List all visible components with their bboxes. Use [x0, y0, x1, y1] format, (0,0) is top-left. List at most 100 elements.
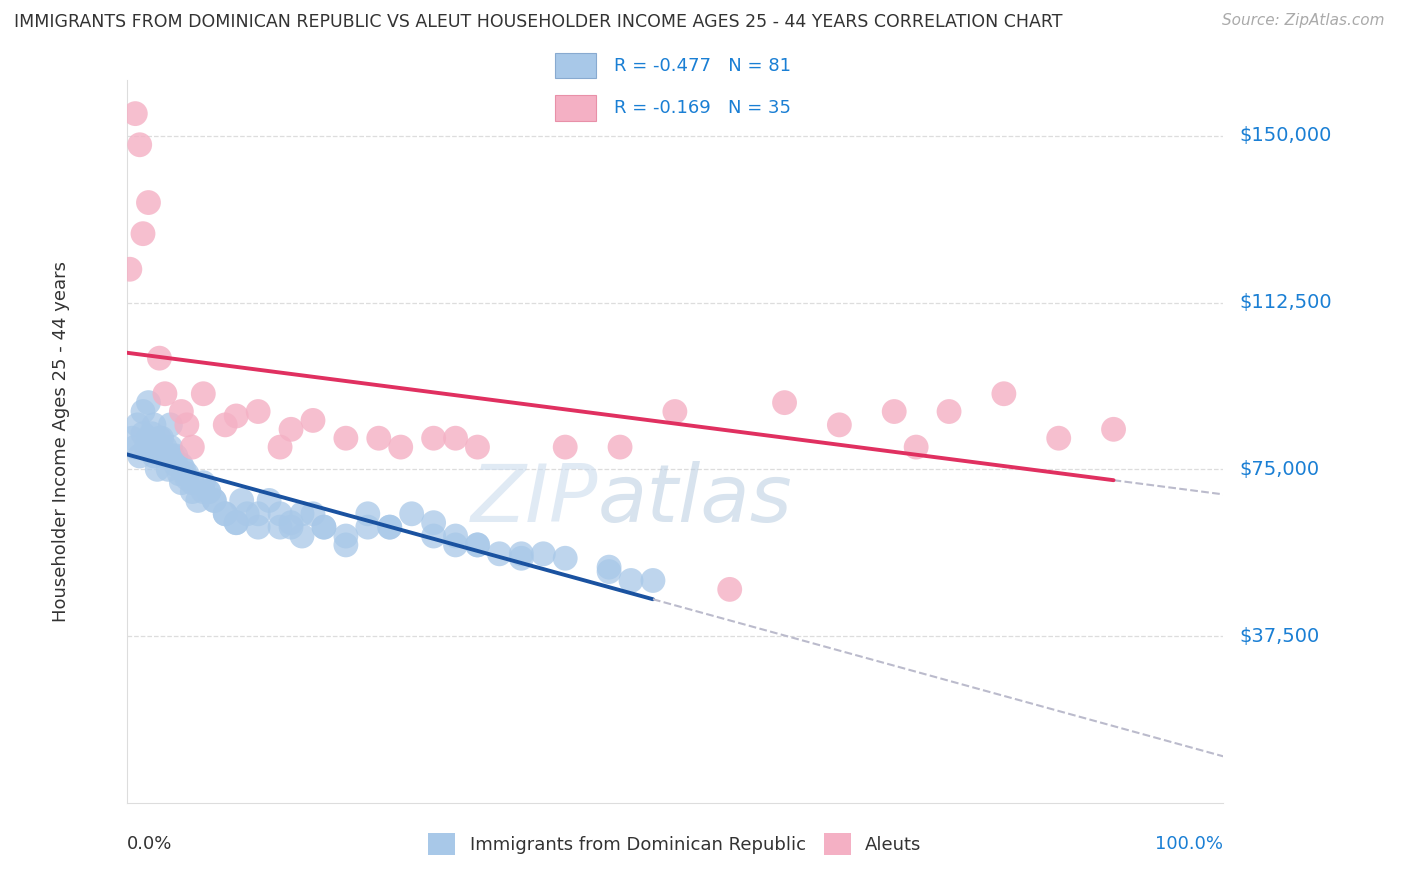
Point: [138, 431, 160, 445]
Point: [257, 493, 280, 508]
Point: [135, 440, 157, 454]
Point: [150, 431, 173, 445]
Point: [141, 426, 163, 441]
Point: [132, 426, 155, 441]
Point: [422, 516, 444, 530]
Point: [357, 507, 380, 521]
Point: [202, 493, 225, 508]
Point: [124, 106, 146, 120]
Point: [124, 440, 146, 454]
Point: [170, 404, 193, 418]
Point: [197, 484, 219, 499]
Point: [173, 462, 195, 476]
Point: [225, 516, 247, 530]
Point: [148, 431, 170, 445]
Point: [181, 440, 204, 454]
Point: [247, 507, 270, 521]
Point: [193, 484, 215, 499]
Text: 0.0%: 0.0%: [127, 835, 172, 854]
Point: [467, 538, 489, 552]
Point: [214, 507, 236, 521]
Point: [620, 574, 643, 588]
Point: [467, 538, 489, 552]
Point: [225, 516, 247, 530]
Point: [121, 431, 143, 445]
Point: [162, 449, 184, 463]
Point: [197, 484, 219, 499]
Point: [302, 413, 325, 427]
Point: [143, 449, 166, 463]
Point: [905, 440, 928, 454]
Text: atlas: atlas: [598, 461, 793, 540]
Point: [269, 520, 291, 534]
Point: [335, 529, 357, 543]
Point: [280, 422, 302, 436]
Point: [422, 529, 444, 543]
Point: [127, 417, 149, 432]
Point: [312, 520, 335, 534]
Point: [138, 195, 160, 210]
Point: [554, 551, 576, 566]
Point: [139, 440, 162, 454]
Point: [148, 440, 170, 454]
Point: [202, 493, 225, 508]
Point: [510, 551, 533, 566]
Point: [247, 404, 270, 418]
Point: [291, 529, 314, 543]
Point: [302, 507, 325, 521]
Point: [146, 462, 169, 476]
Point: [444, 538, 467, 552]
Point: [598, 565, 620, 579]
Point: [132, 227, 155, 241]
Point: [159, 440, 181, 454]
Point: [176, 471, 198, 485]
Point: [153, 386, 176, 401]
Point: [157, 449, 180, 463]
Text: $37,500: $37,500: [1240, 626, 1320, 646]
Point: [269, 440, 291, 454]
Point: [167, 467, 190, 481]
Point: [488, 547, 510, 561]
Point: [118, 262, 141, 277]
Point: [153, 449, 176, 463]
Point: [128, 137, 150, 152]
Text: $150,000: $150,000: [1240, 127, 1331, 145]
Point: [367, 431, 389, 445]
Point: [510, 547, 533, 561]
Point: [176, 467, 198, 481]
Text: IMMIGRANTS FROM DOMINICAN REPUBLIC VS ALEUT HOUSEHOLDER INCOME AGES 25 - 44 YEAR: IMMIGRANTS FROM DOMINICAN REPUBLIC VS AL…: [14, 13, 1063, 31]
Bar: [555, 54, 596, 78]
Point: [993, 386, 1015, 401]
Text: $112,500: $112,500: [1240, 293, 1333, 312]
Text: Source: ZipAtlas.com: Source: ZipAtlas.com: [1222, 13, 1385, 29]
Point: [422, 431, 444, 445]
Point: [153, 440, 176, 454]
Point: [467, 440, 489, 454]
Bar: [555, 95, 596, 120]
Point: [132, 404, 155, 418]
Point: [170, 458, 193, 472]
Point: [157, 462, 180, 476]
Text: Householder Income Ages 25 - 44 years: Householder Income Ages 25 - 44 years: [52, 261, 70, 622]
Point: [214, 417, 236, 432]
Text: $75,000: $75,000: [1240, 460, 1320, 479]
Point: [193, 386, 215, 401]
Point: [170, 475, 193, 490]
Point: [641, 574, 664, 588]
Point: [718, 582, 741, 597]
Point: [176, 417, 198, 432]
Point: [312, 520, 335, 534]
Point: [1047, 431, 1070, 445]
Point: [401, 507, 423, 521]
Point: [181, 475, 204, 490]
Point: [378, 520, 401, 534]
Point: [554, 440, 576, 454]
Point: [269, 507, 291, 521]
Point: [938, 404, 960, 418]
Point: [231, 493, 253, 508]
Point: [165, 449, 187, 463]
Point: [181, 484, 204, 499]
Point: [883, 404, 905, 418]
Point: [335, 431, 357, 445]
Legend: Immigrants from Dominican Republic, Aleuts: Immigrants from Dominican Republic, Aleu…: [429, 833, 921, 855]
